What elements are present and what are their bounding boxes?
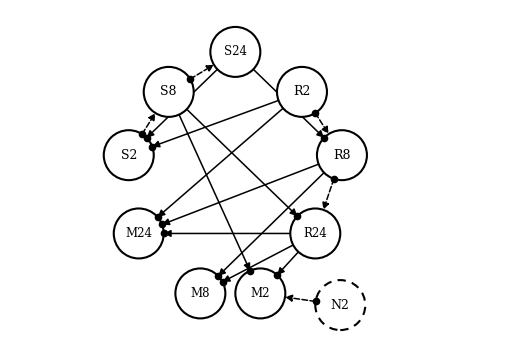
FancyArrowPatch shape [179, 115, 249, 269]
Circle shape [144, 67, 194, 117]
FancyArrowPatch shape [315, 113, 328, 133]
FancyArrowPatch shape [154, 101, 279, 147]
FancyArrowPatch shape [190, 66, 212, 79]
FancyArrowPatch shape [224, 245, 293, 281]
FancyArrowPatch shape [187, 109, 296, 215]
Circle shape [290, 209, 340, 259]
FancyArrowPatch shape [279, 252, 299, 274]
Text: S2: S2 [121, 149, 137, 162]
FancyArrowPatch shape [219, 173, 324, 275]
Text: R8: R8 [333, 149, 351, 162]
Text: R24: R24 [303, 227, 327, 240]
FancyArrowPatch shape [148, 69, 217, 137]
Text: R2: R2 [293, 85, 310, 99]
Circle shape [235, 269, 285, 319]
Circle shape [315, 280, 365, 330]
FancyArrowPatch shape [166, 231, 290, 236]
Text: S24: S24 [224, 45, 247, 58]
Text: S8: S8 [160, 85, 177, 99]
Circle shape [114, 209, 164, 259]
Circle shape [210, 27, 260, 77]
FancyArrowPatch shape [287, 295, 316, 302]
Circle shape [277, 67, 327, 117]
FancyArrowPatch shape [323, 179, 334, 208]
Circle shape [317, 130, 367, 180]
FancyArrowPatch shape [253, 69, 323, 137]
FancyArrowPatch shape [163, 164, 319, 225]
FancyArrowPatch shape [159, 108, 283, 216]
Text: M2: M2 [251, 287, 270, 300]
Text: M24: M24 [125, 227, 152, 240]
Circle shape [104, 130, 154, 180]
FancyArrowPatch shape [142, 115, 155, 134]
Text: N2: N2 [331, 298, 350, 312]
Circle shape [175, 269, 225, 319]
Text: M8: M8 [191, 287, 210, 300]
